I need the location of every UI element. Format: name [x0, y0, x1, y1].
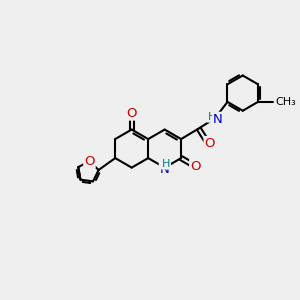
Text: O: O	[84, 155, 95, 168]
Text: O: O	[126, 106, 137, 120]
Text: O: O	[205, 137, 215, 150]
Text: H: H	[208, 112, 216, 122]
Text: N: N	[213, 113, 223, 126]
Text: H: H	[162, 159, 170, 169]
Text: O: O	[190, 160, 201, 173]
Text: N: N	[160, 163, 169, 176]
Text: CH₃: CH₃	[275, 97, 296, 107]
